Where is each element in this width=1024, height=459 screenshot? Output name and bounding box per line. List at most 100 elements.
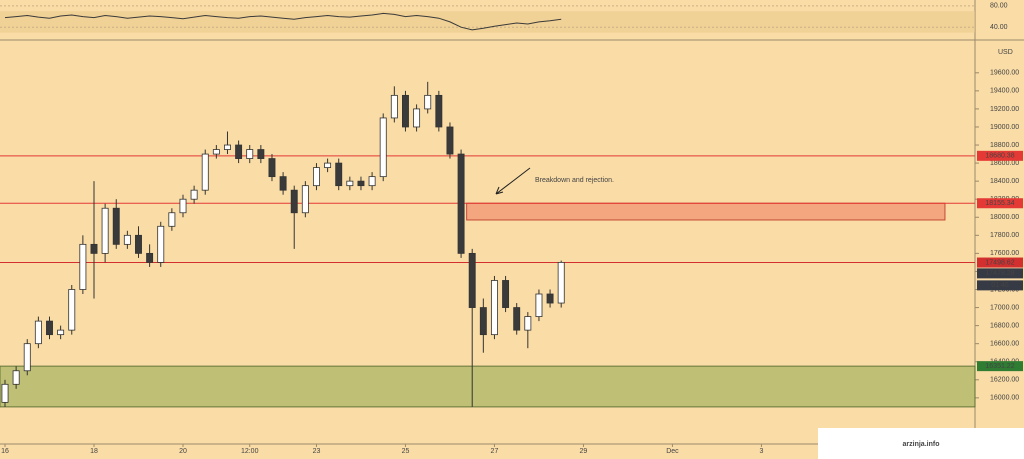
candle-body bbox=[557, 262, 565, 304]
zone bbox=[466, 202, 946, 221]
y-tick-label: 16600.00 bbox=[990, 341, 1019, 348]
y-tick-label: 17600.00 bbox=[990, 250, 1019, 257]
candle-body bbox=[513, 307, 521, 331]
y-tick-label: 19200.00 bbox=[990, 106, 1019, 113]
candle-body bbox=[368, 176, 376, 187]
y-tick-label: 19400.00 bbox=[990, 88, 1019, 95]
candle-body bbox=[468, 252, 476, 308]
candle-body bbox=[390, 94, 398, 119]
price-label-bg bbox=[977, 268, 1023, 279]
currency-label: USD bbox=[998, 49, 1013, 56]
candle-body bbox=[157, 225, 165, 263]
candle-body bbox=[235, 144, 243, 159]
candle-body bbox=[279, 176, 287, 191]
candle-body bbox=[524, 316, 532, 331]
candle-body bbox=[379, 117, 387, 178]
candle-body bbox=[424, 94, 432, 110]
candle-body bbox=[179, 198, 187, 214]
candle-body bbox=[502, 280, 510, 308]
countdown-label: 01:46 bbox=[991, 282, 1009, 289]
candle-body bbox=[23, 343, 31, 372]
y-tick-label: 18400.00 bbox=[990, 178, 1019, 185]
candle-body bbox=[335, 162, 343, 187]
candle-body bbox=[357, 180, 365, 187]
y-tick-label: 19600.00 bbox=[990, 70, 1019, 77]
y-tick-label: 16200.00 bbox=[990, 377, 1019, 384]
price-label-bg bbox=[977, 150, 1023, 161]
price-label-bg bbox=[977, 257, 1023, 268]
candle-body bbox=[246, 149, 254, 159]
x-tick-label: 18 bbox=[90, 448, 98, 455]
candle-body bbox=[324, 162, 332, 169]
candle-body bbox=[346, 180, 354, 187]
candle-body bbox=[34, 320, 42, 345]
y-tick-label: 40.00 bbox=[990, 24, 1008, 31]
y-tick-label: 17000.00 bbox=[990, 304, 1019, 311]
x-tick-label: 27 bbox=[491, 448, 499, 455]
price-label-bg bbox=[977, 198, 1023, 209]
candle-body bbox=[457, 153, 465, 254]
candle-body bbox=[435, 94, 443, 128]
countdown-bg bbox=[977, 280, 1023, 291]
zone bbox=[0, 365, 976, 408]
rsi-band bbox=[0, 11, 975, 33]
candle-body bbox=[90, 243, 98, 254]
x-tick-label: 20 bbox=[179, 448, 187, 455]
candle-body bbox=[257, 149, 265, 159]
candle-body bbox=[12, 370, 20, 385]
candle-body bbox=[546, 293, 554, 304]
candle-body bbox=[135, 234, 142, 254]
candle-body bbox=[168, 212, 176, 227]
zone-price-label: 16351.22 bbox=[985, 363, 1014, 370]
x-tick-label: 29 bbox=[580, 448, 588, 455]
x-tick-label: 16 bbox=[1, 448, 9, 455]
watermark-bg bbox=[818, 428, 1024, 459]
level-label: 18155.34 bbox=[985, 200, 1014, 207]
candle-body bbox=[1, 383, 9, 403]
candle-body bbox=[490, 280, 498, 336]
candle-body bbox=[190, 189, 198, 200]
x-tick-label: 25 bbox=[402, 448, 410, 455]
y-tick-label: 19000.00 bbox=[990, 124, 1019, 131]
candle-body bbox=[446, 126, 454, 155]
candle-body bbox=[57, 329, 65, 336]
current-price-label: 17478.28 bbox=[985, 270, 1014, 277]
annotation-arrow bbox=[495, 167, 531, 195]
candle-body bbox=[535, 293, 543, 317]
candle-body bbox=[68, 289, 76, 331]
y-tick-label: 18600.00 bbox=[990, 160, 1019, 167]
x-tick-label: 3 bbox=[759, 448, 763, 455]
candle-body bbox=[112, 207, 120, 245]
candle-body bbox=[479, 307, 487, 336]
candle-body bbox=[290, 189, 298, 214]
y-tick-label: 80.00 bbox=[990, 3, 1008, 10]
candle-body bbox=[212, 149, 220, 155]
x-tick-label: 12:00 bbox=[241, 448, 259, 455]
x-tick-label: Dec bbox=[666, 448, 679, 455]
y-tick-label: 17800.00 bbox=[990, 232, 1019, 239]
candle-body bbox=[201, 153, 209, 191]
candle-body bbox=[413, 108, 421, 128]
candle-body bbox=[46, 320, 53, 336]
annotation: Breakdown and rejection. bbox=[535, 177, 614, 184]
candle-body bbox=[79, 243, 87, 290]
candle-body bbox=[146, 252, 154, 263]
y-tick-label: 18000.00 bbox=[990, 214, 1019, 221]
candle-body bbox=[313, 167, 320, 187]
watermark: arzinja.info bbox=[903, 441, 940, 448]
candle-body bbox=[101, 207, 109, 254]
y-tick-label: 18800.00 bbox=[990, 142, 1019, 149]
y-tick-label: 16800.00 bbox=[990, 322, 1019, 329]
x-tick-label: 23 bbox=[313, 448, 321, 455]
candle-body bbox=[268, 158, 276, 178]
candle-body bbox=[402, 94, 409, 128]
candle-body bbox=[301, 185, 309, 214]
candle-body bbox=[224, 144, 231, 150]
price-label-bg bbox=[977, 361, 1023, 372]
y-tick-label: 16000.00 bbox=[990, 395, 1019, 402]
candle-body bbox=[123, 234, 131, 245]
level-label: 17498.62 bbox=[985, 259, 1014, 266]
rsi-line bbox=[4, 12, 562, 31]
